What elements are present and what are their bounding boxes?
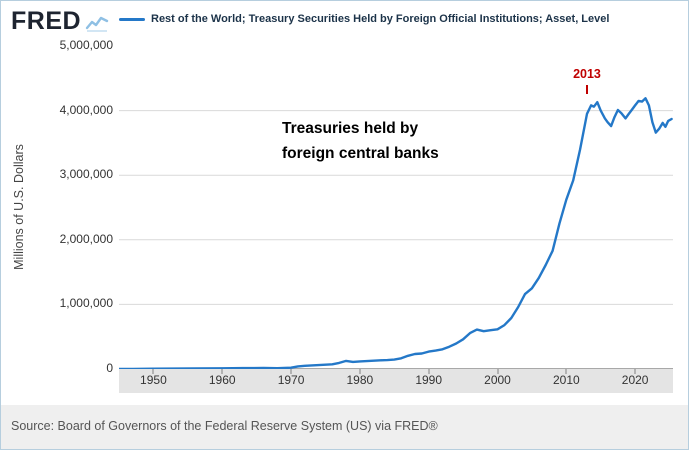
chart-note-annotation: Treasuries held by foreign central banks: [282, 117, 439, 167]
plot-area[interactable]: [117, 46, 673, 371]
chart-note-line1: Treasuries held by: [282, 120, 419, 137]
y-axis-title: Millions of U.S. Dollars: [12, 144, 26, 270]
legend-line-swatch: [119, 17, 145, 21]
fred-logo[interactable]: FRED: [11, 7, 109, 36]
line-chart-icon: [85, 16, 109, 32]
series-line: [117, 97, 673, 371]
y-tick-label: 5,000,000: [59, 38, 113, 52]
y-tick-label: 4,000,000: [59, 102, 113, 117]
peak-annotation-tick: [585, 85, 588, 94]
y-tick-label: 0: [106, 361, 113, 375]
x-axis-band: [119, 369, 673, 393]
chart-canvas: [117, 97, 673, 371]
chart-note-line2: foreign central banks: [282, 144, 439, 162]
peak-year-annotation: 2013: [573, 67, 601, 81]
legend: Rest of the World; Treasury Securities H…: [119, 13, 609, 25]
series-legend-label: Rest of the World; Treasury Securities H…: [151, 13, 610, 25]
fred-logo-text: FRED: [11, 7, 82, 35]
footer-bar: Source: Board of Governors of the Federa…: [1, 405, 688, 449]
y-tick-label: 1,000,000: [59, 296, 113, 311]
source-note: Source: Board of Governors of the Federa…: [11, 419, 438, 433]
